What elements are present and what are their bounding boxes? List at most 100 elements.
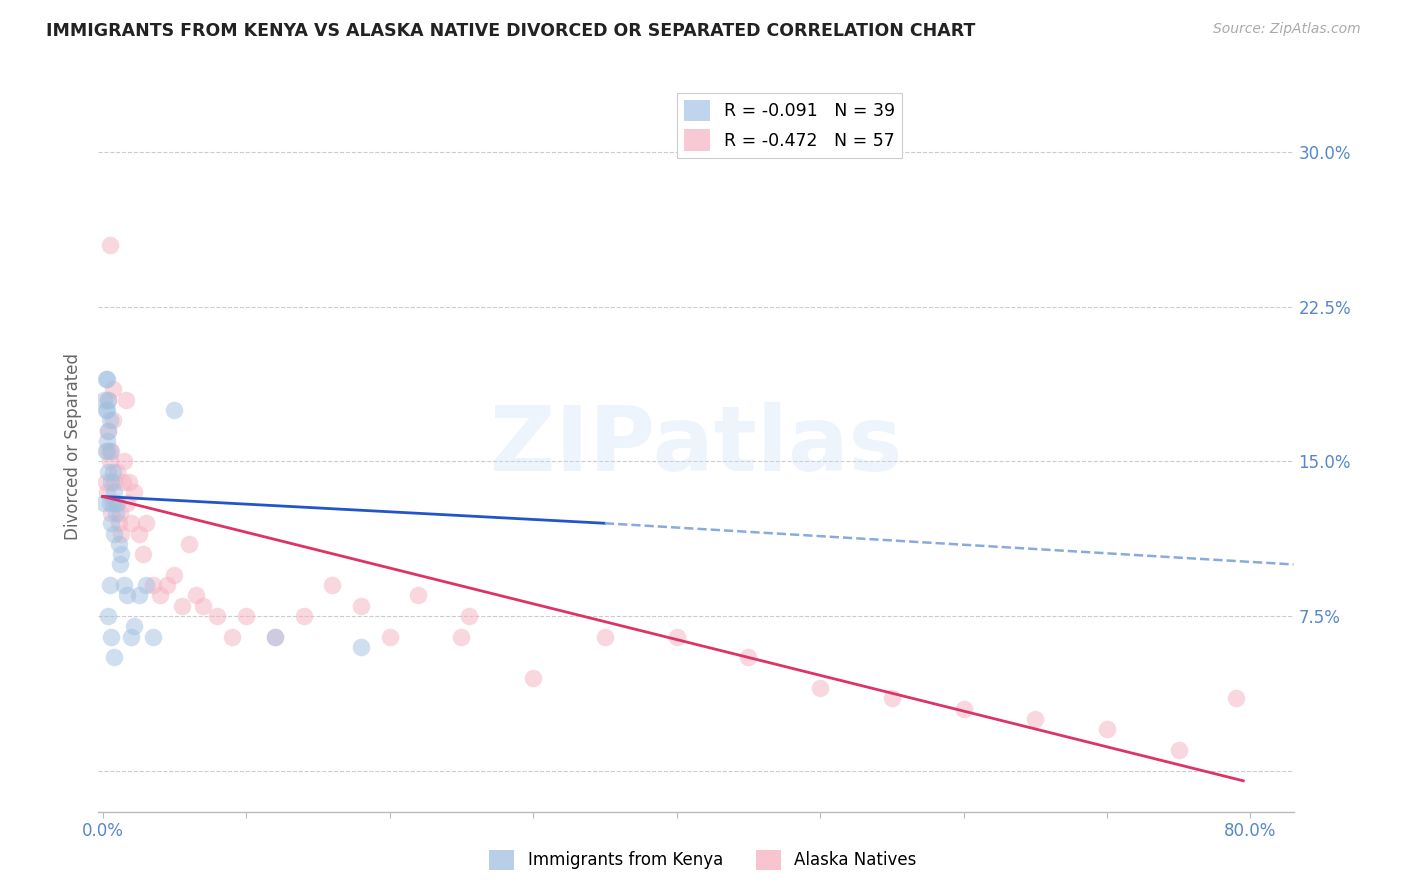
Point <box>98 413 121 427</box>
Point <box>107 516 129 531</box>
Point <box>350 640 373 654</box>
Point <box>593 630 616 644</box>
Point <box>100 516 122 531</box>
Point <box>880 691 903 706</box>
Point <box>163 567 186 582</box>
Point <box>97 424 120 438</box>
Text: ZIPatlas: ZIPatlas <box>489 402 903 490</box>
Point <box>94 403 117 417</box>
Point <box>207 609 229 624</box>
Point <box>97 392 120 407</box>
Y-axis label: Divorced or Separated: Divorced or Separated <box>63 352 82 540</box>
Point <box>97 609 120 624</box>
Point <box>135 516 157 531</box>
Point <box>111 475 134 489</box>
Point <box>93 496 115 510</box>
Point <box>103 650 125 665</box>
Point <box>96 403 118 417</box>
Point <box>264 630 287 644</box>
Point <box>101 413 124 427</box>
Point <box>221 630 243 644</box>
Point <box>235 609 257 624</box>
Point <box>117 475 139 489</box>
Point <box>96 372 118 386</box>
Point <box>108 558 131 572</box>
Point <box>96 485 118 500</box>
Point <box>97 424 120 438</box>
Point <box>1095 723 1118 737</box>
Point <box>1225 691 1247 706</box>
Point <box>292 609 315 624</box>
Point <box>97 392 120 407</box>
Point <box>112 454 135 468</box>
Point <box>142 578 165 592</box>
Point <box>191 599 214 613</box>
Point <box>105 496 128 510</box>
Point <box>97 465 120 479</box>
Point <box>94 475 117 489</box>
Point <box>94 444 117 458</box>
Point <box>177 537 200 551</box>
Point <box>96 434 118 448</box>
Point <box>112 578 135 592</box>
Point <box>124 485 146 500</box>
Point <box>101 382 124 396</box>
Point <box>128 526 150 541</box>
Point <box>665 630 688 644</box>
Point <box>98 578 121 592</box>
Point <box>100 475 122 489</box>
Point <box>104 506 127 520</box>
Point <box>98 238 121 252</box>
Legend: Immigrants from Kenya, Alaska Natives: Immigrants from Kenya, Alaska Natives <box>482 843 924 877</box>
Point <box>103 475 125 489</box>
Point <box>98 496 121 510</box>
Point <box>100 630 122 644</box>
Point <box>737 650 759 665</box>
Point <box>264 630 287 644</box>
Point <box>103 526 125 541</box>
Point <box>114 392 136 407</box>
Point <box>105 465 128 479</box>
Point <box>350 599 373 613</box>
Point <box>98 444 121 458</box>
Point <box>952 702 974 716</box>
Point <box>108 506 131 520</box>
Point <box>101 496 124 510</box>
Point <box>170 599 193 613</box>
Point <box>808 681 831 695</box>
Text: IMMIGRANTS FROM KENYA VS ALASKA NATIVE DIVORCED OR SEPARATED CORRELATION CHART: IMMIGRANTS FROM KENYA VS ALASKA NATIVE D… <box>46 22 976 40</box>
Point <box>321 578 343 592</box>
Point <box>184 588 207 602</box>
Point <box>378 630 401 644</box>
Point <box>120 516 142 531</box>
Point <box>135 578 157 592</box>
Point <box>156 578 179 592</box>
Point <box>100 444 122 458</box>
Point <box>107 537 129 551</box>
Text: Source: ZipAtlas.com: Source: ZipAtlas.com <box>1213 22 1361 37</box>
Point <box>124 619 146 633</box>
Point <box>96 444 118 458</box>
Point <box>450 630 472 644</box>
Point <box>104 496 127 510</box>
Point <box>1024 712 1046 726</box>
Point <box>163 403 186 417</box>
Point <box>408 588 430 602</box>
Point <box>115 496 138 510</box>
Point <box>115 588 138 602</box>
Point <box>93 392 115 407</box>
Point <box>98 454 121 468</box>
Point <box>101 465 124 479</box>
Point <box>149 588 172 602</box>
Point <box>128 588 150 602</box>
Point <box>110 547 132 561</box>
Point <box>94 372 117 386</box>
Point <box>120 630 142 644</box>
Point <box>100 506 122 520</box>
Point <box>110 526 132 541</box>
Point <box>103 485 125 500</box>
Point <box>132 547 155 561</box>
Point <box>522 671 544 685</box>
Point <box>1167 743 1189 757</box>
Point <box>457 609 479 624</box>
